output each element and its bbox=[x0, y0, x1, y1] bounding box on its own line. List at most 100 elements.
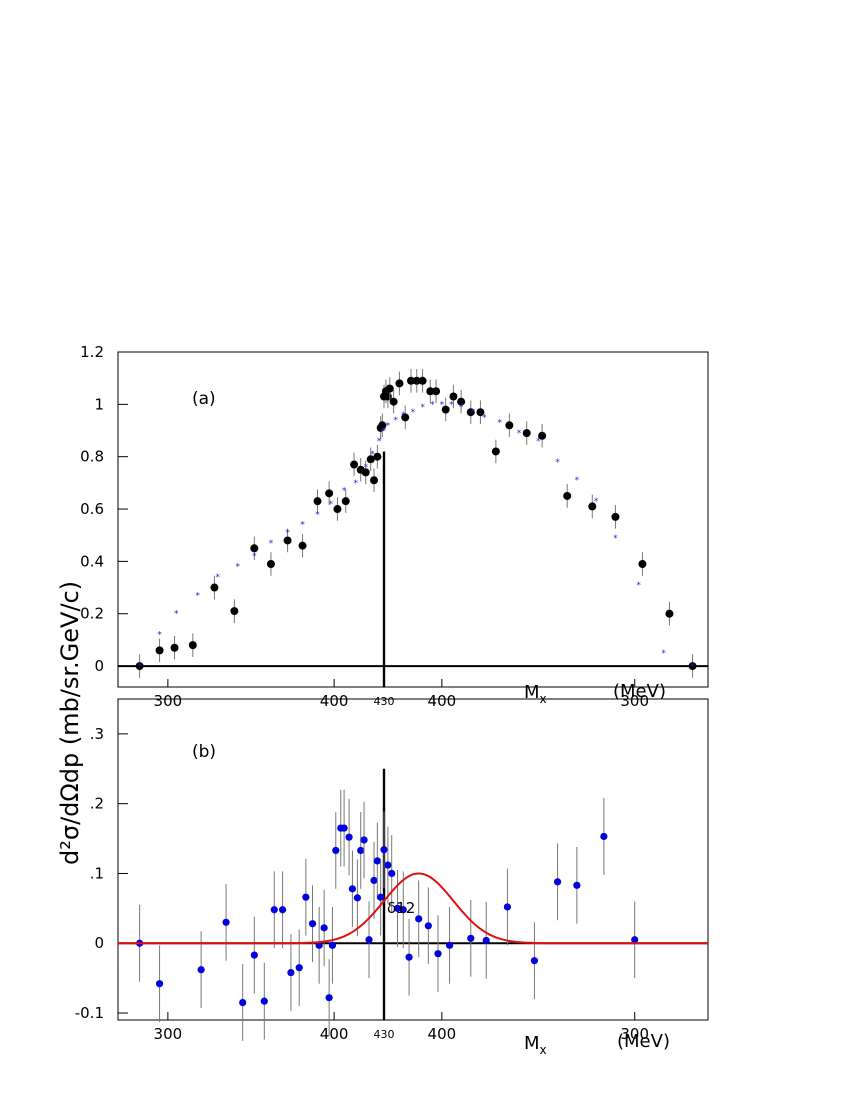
data-point bbox=[418, 376, 427, 385]
data-point bbox=[405, 953, 413, 961]
data-point bbox=[370, 476, 379, 485]
simulation-point: * bbox=[440, 400, 445, 410]
data-point bbox=[412, 376, 421, 385]
panel-b-unit-label: (MeV) bbox=[617, 1031, 670, 1052]
data-point bbox=[333, 505, 342, 514]
panel-a-y-tick-label: 0.8 bbox=[80, 448, 104, 466]
data-point bbox=[155, 646, 164, 655]
data-point bbox=[449, 392, 458, 401]
data-point bbox=[341, 497, 350, 506]
data-point bbox=[308, 920, 317, 928]
data-point bbox=[332, 846, 340, 855]
data-point bbox=[345, 833, 353, 841]
data-point bbox=[366, 455, 375, 464]
panel-b-x-tick-label: 400 bbox=[320, 1025, 349, 1043]
data-point bbox=[553, 878, 562, 886]
data-point bbox=[600, 832, 608, 841]
data-point bbox=[197, 966, 205, 974]
data-point bbox=[353, 894, 361, 902]
panel-b-label: (b) bbox=[192, 742, 216, 762]
data-point bbox=[250, 951, 258, 959]
data-point bbox=[135, 662, 144, 671]
panel-a-plot-area: * * * * * * * * * * * * * * * * * * * * * * * * * * * * * * * * * * * * * * * bbox=[118, 369, 708, 687]
panel-a-x-tick-label: 300 bbox=[154, 692, 183, 710]
data-point bbox=[503, 903, 512, 911]
panel-b-y-tick-label: .2 bbox=[90, 795, 104, 813]
data-point bbox=[313, 497, 322, 506]
data-point bbox=[538, 431, 547, 440]
data-point bbox=[378, 421, 387, 430]
data-point bbox=[573, 881, 581, 889]
simulation-point: * bbox=[420, 403, 425, 413]
simulation-point: * bbox=[377, 437, 382, 447]
data-point bbox=[467, 934, 475, 942]
data-point bbox=[466, 408, 475, 417]
simulation-point: * bbox=[329, 500, 334, 510]
data-point bbox=[266, 559, 275, 568]
data-point bbox=[530, 957, 539, 965]
simulation-point: * bbox=[252, 552, 257, 562]
data-point bbox=[260, 997, 268, 1005]
data-point bbox=[373, 452, 382, 461]
simulation-point: * bbox=[517, 429, 522, 439]
simulation-point: * bbox=[459, 403, 464, 413]
data-point bbox=[401, 413, 410, 422]
panel-b-mx-label: Mx bbox=[524, 1033, 547, 1057]
panel-a-x-ticks: 300 400 430 400 300 bbox=[154, 679, 649, 710]
data-point bbox=[155, 980, 164, 988]
y-axis-label: d²σ/dΩdp (mb/sr.GeV/c) bbox=[56, 581, 84, 865]
panel-a-x-tick-label: 400 bbox=[320, 692, 349, 710]
simulation-point: * bbox=[315, 510, 320, 520]
data-point bbox=[665, 609, 674, 618]
simulation-point: * bbox=[575, 476, 580, 486]
simulation-point: * bbox=[497, 419, 502, 429]
data-point bbox=[415, 915, 423, 923]
simulation-point: * bbox=[690, 662, 695, 672]
simulation-point: * bbox=[342, 487, 347, 497]
data-point bbox=[424, 922, 432, 930]
data-point bbox=[588, 502, 597, 511]
data-point bbox=[432, 387, 441, 396]
data-point bbox=[491, 447, 500, 456]
data-point bbox=[385, 384, 394, 393]
panel-b-y-tick-label: 0 bbox=[94, 934, 104, 952]
data-point bbox=[505, 421, 514, 430]
panel-a-frame bbox=[117, 351, 709, 688]
simulation-point: * bbox=[536, 437, 541, 447]
data-point bbox=[283, 536, 292, 545]
simulation-point: * bbox=[636, 581, 641, 591]
data-point bbox=[328, 941, 337, 949]
simulation-point: * bbox=[216, 573, 221, 583]
simulation-point: * bbox=[555, 458, 560, 468]
simulation-point: * bbox=[157, 631, 162, 641]
data-point bbox=[482, 936, 490, 945]
simulation-point: * bbox=[449, 400, 454, 410]
data-point bbox=[325, 994, 333, 1002]
data-point bbox=[357, 846, 365, 855]
data-point bbox=[611, 512, 620, 521]
data-point bbox=[350, 460, 359, 469]
data-point bbox=[278, 906, 287, 914]
data-point bbox=[320, 924, 328, 932]
simulation-point: * bbox=[401, 411, 406, 421]
simulation-point: * bbox=[594, 497, 599, 507]
data-point bbox=[270, 906, 278, 914]
simulation-point: * bbox=[269, 539, 274, 549]
panel-b-x-tick-label: 400 bbox=[428, 1025, 457, 1043]
data-point bbox=[380, 846, 388, 854]
data-point bbox=[298, 541, 307, 550]
simulation-point: * bbox=[137, 662, 142, 672]
data-point bbox=[230, 607, 239, 616]
panel-a-x-tick-label: 300 bbox=[620, 692, 649, 710]
data-point bbox=[445, 941, 454, 949]
panel-a-y-tick-label: 1 bbox=[94, 395, 104, 413]
data-point bbox=[302, 893, 310, 901]
panel-a-y-tick-label: 0.6 bbox=[80, 500, 104, 518]
panel-b-y-tick-label: -0.1 bbox=[75, 1004, 104, 1022]
simulation-point: * bbox=[196, 591, 201, 601]
panel-b-x-tick-label: 430 bbox=[374, 1028, 395, 1041]
data-point bbox=[441, 405, 450, 414]
simulation-point: * bbox=[353, 479, 358, 489]
simulation-point: * bbox=[430, 400, 435, 410]
